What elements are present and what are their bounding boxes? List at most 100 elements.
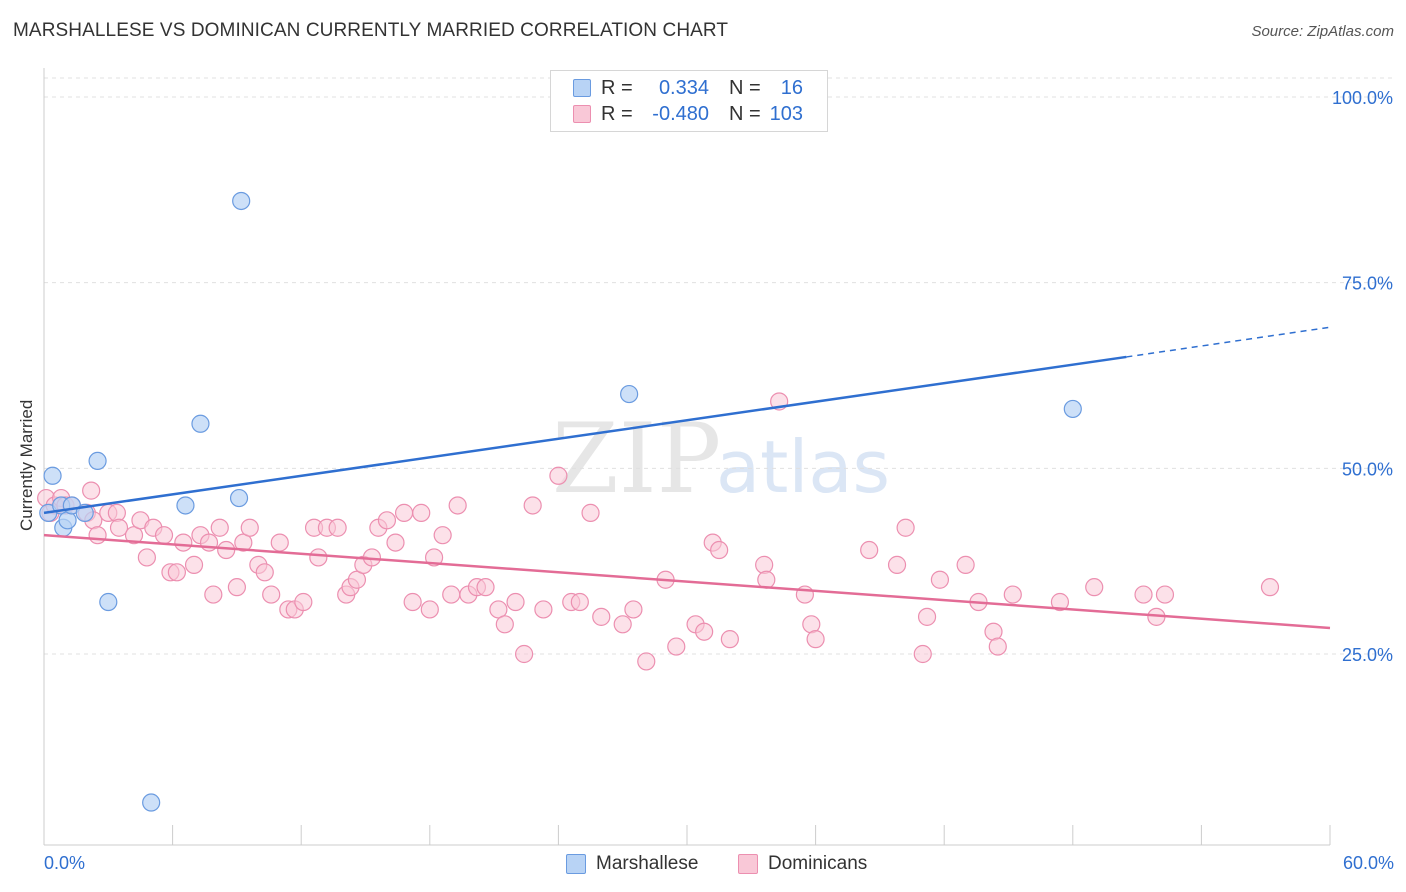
dominicans-point	[294, 592, 313, 612]
dominicans-point	[1134, 585, 1153, 604]
dominicans-point	[495, 615, 514, 634]
watermark-zip: ZIP	[552, 403, 721, 515]
legend-n-label: N =	[729, 102, 761, 125]
stats-legend: R = 0.334 N = 16 R = -0.480 N = 103	[550, 70, 828, 132]
dominicans-point	[174, 533, 193, 552]
y-tick-labels: 25.0% 50.0% 75.0% 100.0%	[1332, 88, 1393, 665]
y-tick-label: 25.0%	[1342, 645, 1393, 665]
dominicans-point	[988, 637, 1007, 656]
x-max-label: 60.0%	[1342, 853, 1394, 873]
legend-r-label: R =	[601, 102, 633, 125]
dominicans-point	[956, 555, 975, 574]
dominicans-point	[377, 511, 397, 530]
grid	[44, 77, 1393, 655]
legend-label-marshallese: Marshallese	[596, 853, 699, 874]
legend-swatch-dominicans	[573, 105, 591, 123]
dominicans-point	[913, 644, 932, 664]
y-tick-label: 50.0%	[1342, 459, 1393, 479]
legend-n-value: 16	[780, 76, 803, 99]
marshallese-point	[620, 384, 639, 404]
dominicans-point	[328, 518, 347, 537]
dominicans-point	[309, 548, 328, 567]
dominicans-point	[720, 630, 739, 649]
marshallese-point	[176, 496, 195, 515]
legend-swatch-marshallese	[573, 79, 591, 97]
dominicans-point	[581, 503, 600, 522]
legend-swatch-marshallese	[566, 854, 586, 874]
dominicans-point	[262, 585, 281, 604]
dominicans-point	[1003, 585, 1022, 604]
legend-n-value: 103	[769, 102, 803, 125]
legend-item-dominicans[interactable]: Dominicans	[738, 853, 867, 875]
legend-row-dominicans: R = -0.480 N = 103	[573, 102, 803, 126]
dominicans-point	[448, 496, 467, 515]
legend-row-marshallese: R = 0.334 N = 16	[573, 76, 803, 100]
dominicans-point	[592, 607, 611, 626]
dominicans-point	[506, 592, 525, 612]
dominicans-point	[394, 503, 414, 522]
dominicans-point	[107, 503, 126, 522]
dominicans-point	[403, 592, 422, 612]
dominicans-point	[887, 555, 907, 574]
watermark: ZIP atlas	[552, 403, 890, 515]
dominicans-point	[227, 578, 246, 597]
legend-item-marshallese[interactable]: Marshallese	[566, 853, 698, 875]
dominicans-point	[184, 555, 204, 574]
dominicans-point	[896, 518, 915, 537]
marshallese-point	[99, 592, 118, 612]
dominicans-point	[710, 540, 729, 560]
marshallese-point	[43, 466, 62, 485]
legend-r-value: 0.334	[658, 76, 709, 99]
dominicans-point	[1260, 578, 1280, 597]
axes	[43, 68, 1331, 846]
dominicans-point	[204, 585, 223, 604]
source-label: Source: ZipAtlas.com	[1251, 23, 1394, 40]
legend-n-label: N =	[729, 76, 761, 99]
dominicans-point	[1050, 592, 1070, 612]
marshallese-point	[232, 191, 251, 211]
legend-r-label: R =	[601, 76, 633, 99]
y-tick-label: 100.0%	[1332, 88, 1393, 108]
dominicans-point	[433, 526, 452, 545]
dominicans-point	[424, 548, 444, 567]
marshallese-point	[1063, 399, 1082, 419]
dominicans-point	[82, 481, 101, 500]
dominicans-point	[137, 548, 156, 567]
y-tick-label: 75.0%	[1342, 274, 1393, 294]
chart-title: MARSHALLESE VS DOMINICAN CURRENTLY MARRI…	[13, 20, 729, 41]
dominicans-point	[860, 540, 879, 560]
dominicans-point	[624, 600, 643, 619]
dominicans-point	[806, 630, 825, 649]
dominicans-point	[412, 503, 431, 522]
dominicans-point	[154, 526, 174, 545]
legend-label-dominicans: Dominicans	[768, 853, 868, 874]
dominicans-point	[1085, 578, 1104, 597]
marshallese-trend-line	[43, 355, 1127, 515]
dominicans-point	[515, 644, 534, 664]
dominicans-point	[523, 496, 542, 515]
x-min-label: 0.0%	[44, 853, 86, 873]
dominicans-point	[240, 518, 259, 537]
dominicans-point	[570, 592, 589, 612]
dominicans-point	[386, 533, 405, 552]
dominicans-point	[534, 600, 553, 619]
dominicans-point	[549, 466, 568, 485]
legend-swatch-dominicans	[738, 854, 758, 874]
dominicans-point	[667, 637, 686, 656]
marshallese-trend-extension	[1126, 326, 1331, 358]
dominicans-point	[695, 622, 714, 641]
dominicans-point	[210, 518, 229, 537]
legend-r-value: -0.480	[652, 102, 709, 125]
dominicans-point	[442, 585, 461, 604]
trend-lines	[43, 326, 1331, 630]
marshallese-points	[39, 191, 1082, 812]
marshallese-point	[142, 793, 161, 812]
dominicans-trend-line	[43, 533, 1331, 630]
marshallese-point	[88, 451, 107, 471]
dominicans-point	[1155, 585, 1175, 604]
series-legend: Marshallese Dominicans	[0, 853, 1406, 877]
watermark-atlas: atlas	[716, 425, 890, 509]
dominicans-point	[930, 570, 950, 589]
dominicans-point	[255, 563, 274, 582]
